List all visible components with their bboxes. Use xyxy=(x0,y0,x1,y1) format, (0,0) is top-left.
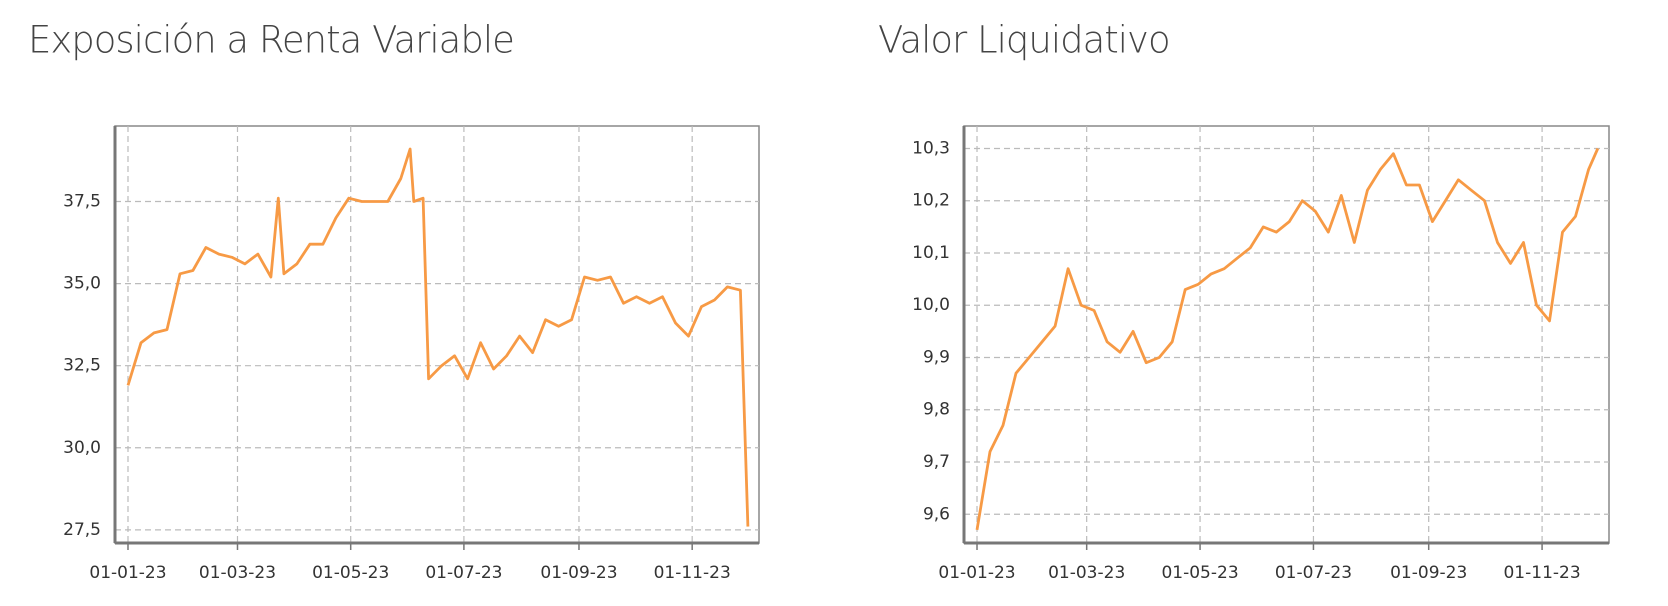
y-tick-label: 9,8 xyxy=(923,400,950,420)
x-tick-label: 01-05-23 xyxy=(1161,563,1238,583)
data-line xyxy=(975,147,1600,531)
data-line xyxy=(126,147,750,527)
y-tick-label: 30,0 xyxy=(63,438,101,458)
x-tick-label: 01-07-23 xyxy=(425,563,502,583)
x-tick-label: 01-03-23 xyxy=(1048,563,1125,583)
y-tick-label: 32,5 xyxy=(63,356,101,376)
x-tick-label: 01-07-23 xyxy=(1275,563,1352,583)
chart-title: Valor Liquidativo xyxy=(878,19,1170,62)
y-tick-label: 10,3 xyxy=(912,138,950,158)
y-tick-label: 37,5 xyxy=(63,192,101,212)
y-tick-label: 10,2 xyxy=(912,191,950,211)
y-tick-label: 35,0 xyxy=(63,274,101,294)
x-tick-label: 01-09-23 xyxy=(540,563,617,583)
x-tick-label: 01-01-23 xyxy=(89,563,166,583)
y-tick-label: 9,9 xyxy=(923,347,950,367)
x-tick-label: 01-11-23 xyxy=(1503,563,1580,583)
x-tick-label: 01-09-23 xyxy=(1390,563,1467,583)
x-tick-label: 01-11-23 xyxy=(654,563,731,583)
y-tick-label: 9,7 xyxy=(923,452,950,472)
plot-frame xyxy=(114,125,760,544)
chart-title: Exposición a Renta Variable xyxy=(28,19,514,62)
y-tick-label: 10,0 xyxy=(912,295,950,315)
y-tick-label: 10,1 xyxy=(912,243,950,263)
x-tick-label: 01-01-23 xyxy=(938,563,1015,583)
x-tick-label: 01-03-23 xyxy=(199,563,276,583)
y-tick-label: 27,5 xyxy=(63,520,101,540)
y-tick-label: 9,6 xyxy=(923,504,950,524)
plot-frame xyxy=(963,125,1610,544)
x-tick-label: 01-05-23 xyxy=(312,563,389,583)
